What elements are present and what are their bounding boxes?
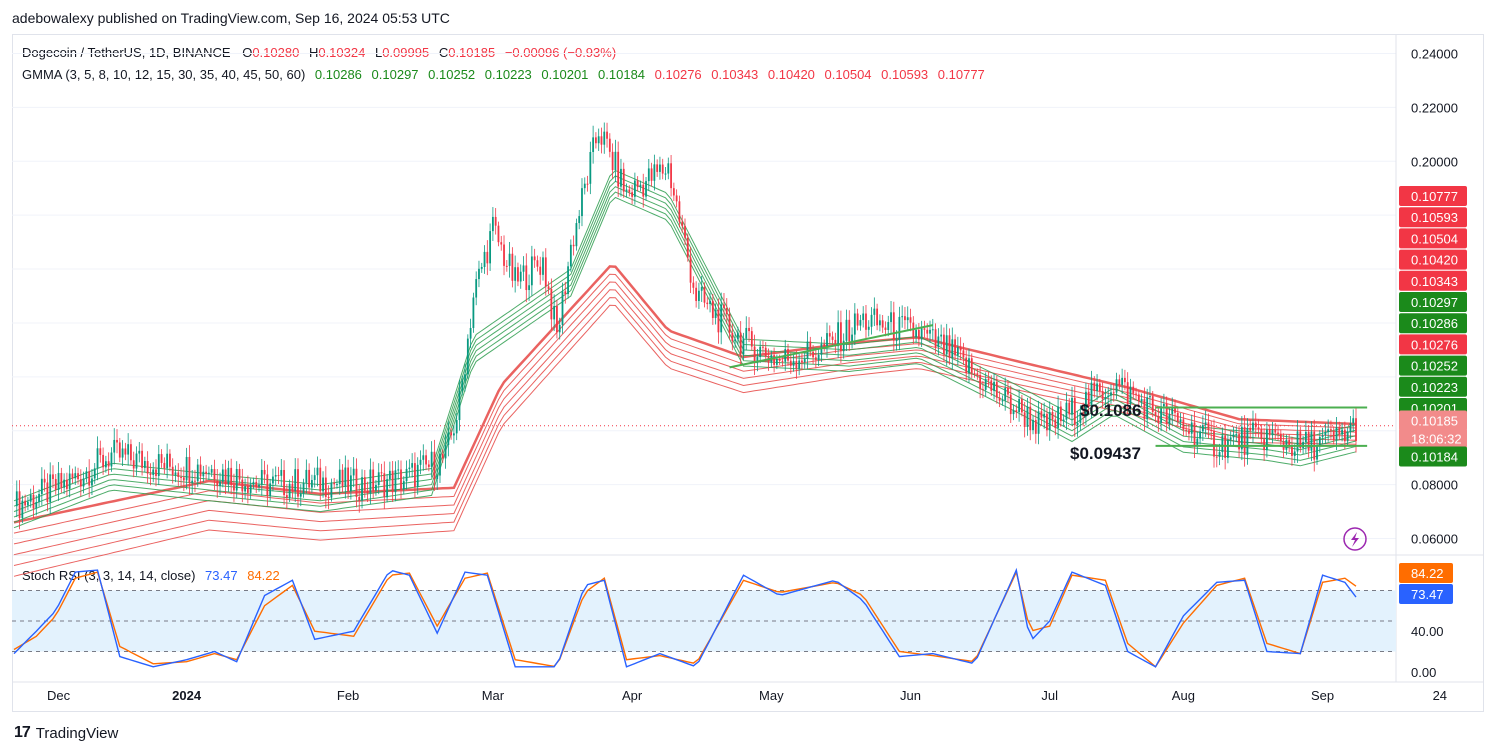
rsi-k-value: 73.47	[205, 568, 238, 583]
gmma-short-3: 0.10252	[428, 67, 476, 82]
chart-frame	[12, 34, 1484, 712]
symbol-legend: Dogecoin / TetherUS, 1D, BINANCE O0.1028…	[22, 45, 616, 60]
ohlc-low: L0.09995	[374, 45, 430, 60]
gmma-long-1: 0.10276	[654, 67, 702, 82]
symbol-title[interactable]: Dogecoin / TetherUS, 1D, BINANCE	[22, 45, 231, 60]
ohlc-close: C0.10185	[438, 45, 496, 60]
gmma-long-2: 0.10343	[711, 67, 759, 82]
gmma-short-1: 0.10286	[314, 67, 362, 82]
gmma-legend: GMMA (3, 5, 8, 10, 12, 15, 30, 35, 40, 4…	[22, 67, 985, 82]
tradingview-footer[interactable]: 17 TradingView	[14, 724, 118, 742]
gmma-long-5: 0.10593	[881, 67, 929, 82]
ohlc-open: O0.10280	[242, 45, 300, 60]
rsi-d-value: 84.22	[247, 568, 280, 583]
gmma-short-5: 0.10201	[541, 67, 589, 82]
gmma-short-2: 0.10297	[371, 67, 419, 82]
rsi-title[interactable]: Stoch RSI (3, 3, 14, 14, close)	[22, 568, 196, 583]
gmma-long-3: 0.10420	[767, 67, 815, 82]
footer-brand: TradingView	[35, 724, 119, 742]
price-change: −0.00096 (−0.93%)	[504, 45, 617, 60]
publisher-line: adebowalexy published on TradingView.com…	[12, 10, 450, 26]
rsi-legend: Stoch RSI (3, 3, 14, 14, close) 73.47 84…	[22, 568, 280, 583]
gmma-long-6: 0.10777	[937, 67, 985, 82]
tradingview-logo-icon: 17	[14, 724, 31, 741]
gmma-title[interactable]: GMMA (3, 5, 8, 10, 12, 15, 30, 35, 40, 4…	[22, 67, 306, 82]
ohlc-high: H0.10324	[308, 45, 366, 60]
gmma-short-4: 0.10223	[484, 67, 532, 82]
gmma-short-6: 0.10184	[598, 67, 646, 82]
gmma-long-4: 0.10504	[824, 67, 872, 82]
